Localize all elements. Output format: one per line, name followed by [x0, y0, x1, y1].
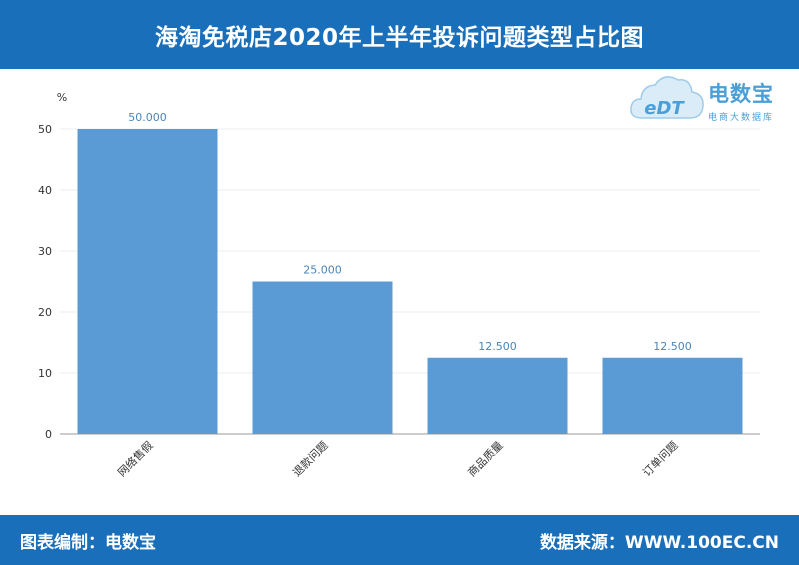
- y-tick-label: 10: [38, 367, 52, 380]
- x-tick-label: 商品质量: [465, 438, 506, 479]
- y-axis-unit-label: %: [57, 91, 67, 104]
- y-tick-label: 20: [38, 306, 52, 319]
- cloud-logo-icon: eDT: [630, 76, 704, 119]
- logo-brand: 电数宝: [708, 82, 774, 106]
- bar: [602, 357, 743, 434]
- bar-chart: 0 10 20 30 40 50% 50.000 网络售假 25.000 退款问题 12.500 商品…: [38, 91, 760, 479]
- logo-subtitle: 电商大数据库: [708, 113, 775, 123]
- chart-footer: 图表编制：电数宝 数据来源：WWW.100EC.CN: [0, 515, 799, 565]
- bar: [252, 281, 393, 434]
- chart-title: 海淘免税店2020年上半年投诉问题类型占比图: [154, 24, 644, 51]
- x-tick-label: 网络售假: [115, 438, 156, 479]
- y-tick-label: 50: [38, 123, 52, 136]
- bar: [427, 357, 568, 434]
- footer-credit: 图表编制：电数宝: [20, 532, 156, 553]
- logo: eDT 电数宝 电商大数据库: [628, 68, 793, 128]
- chart-header: 海淘免税店2020年上半年投诉问题类型占比图: [0, 0, 799, 69]
- bar-data-label: 12.500: [653, 340, 692, 353]
- x-tick-label: 退款问题: [290, 438, 331, 479]
- y-tick-label: 40: [38, 184, 52, 197]
- footer-source: 数据来源：WWW.100EC.CN: [539, 532, 779, 553]
- bar-data-label: 25.000: [303, 264, 342, 277]
- logo-mark-text: eDT: [644, 98, 685, 119]
- y-tick-label: 30: [38, 245, 52, 258]
- chart-area: 0 10 20 30 40 50% 50.000 网络售假 25.000 退款问题 12.500 商品…: [0, 69, 799, 515]
- bar: [77, 129, 218, 434]
- y-tick-label: 0: [45, 428, 52, 441]
- x-tick-label: 订单问题: [640, 439, 680, 479]
- bar-data-label: 12.500: [478, 340, 517, 353]
- bar-data-label: 50.000: [128, 111, 167, 124]
